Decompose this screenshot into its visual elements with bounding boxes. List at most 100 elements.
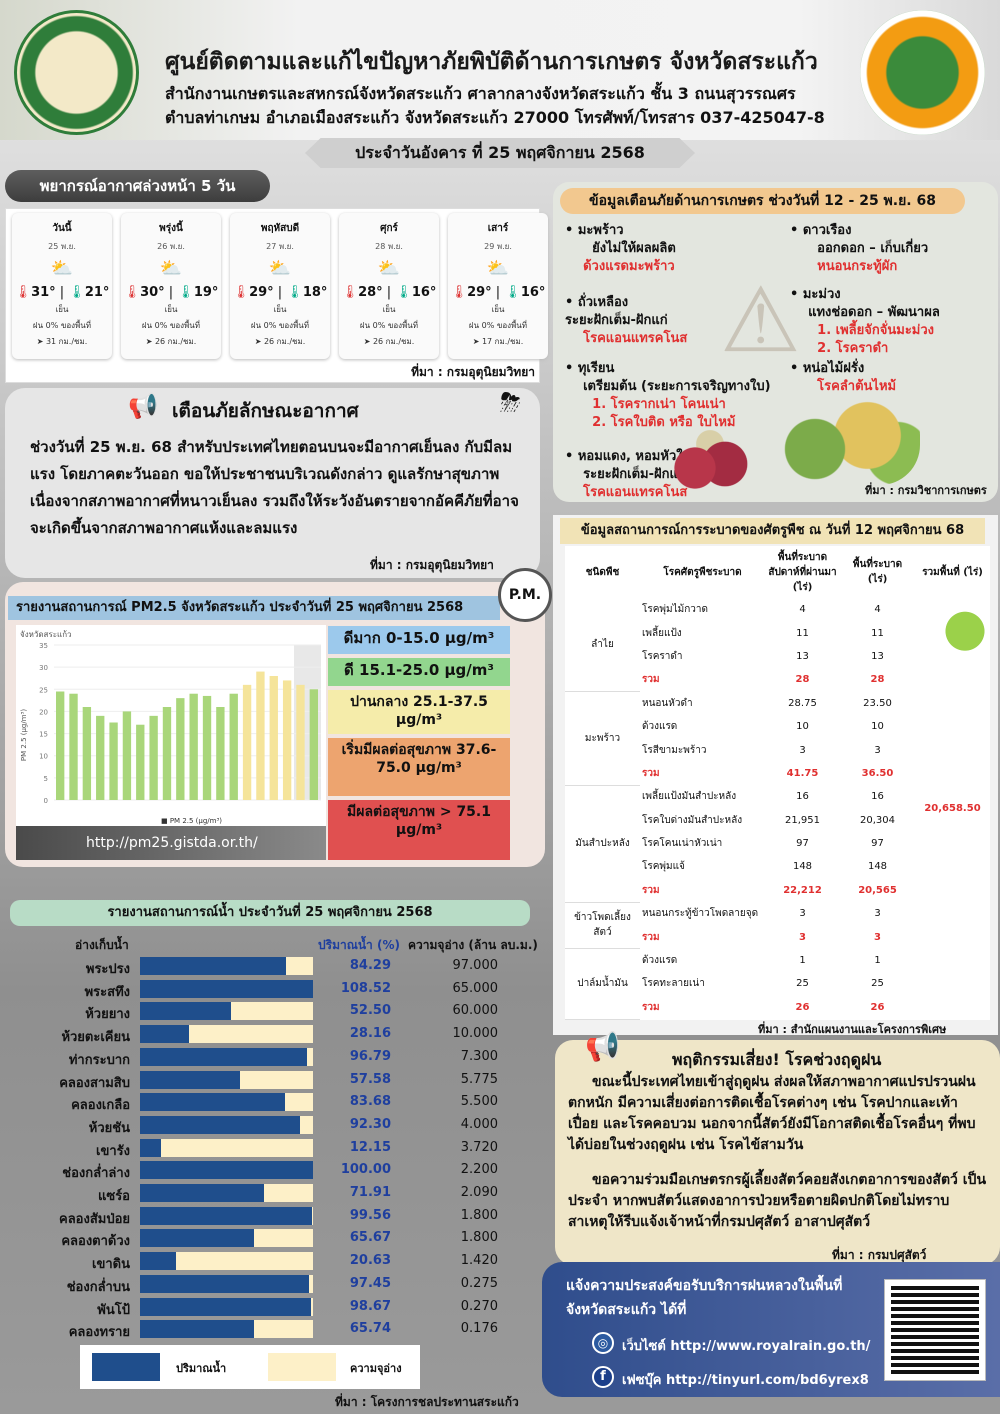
pm25-url[interactable]: http://pm25.gistda.or.th/ bbox=[16, 826, 326, 860]
pm25-bar bbox=[229, 693, 238, 800]
pest-row: โรคราดำ 13 13 bbox=[565, 645, 990, 668]
pest-source: ที่มา : สำนักแผนงานและโครงการพิเศษ bbox=[758, 1023, 947, 1036]
pest-disease: โรคพุ่มไม้กวาด bbox=[642, 604, 709, 616]
reservoir-row: ช่องกล่ำล่าง 100.00 2.200 bbox=[5, 1159, 545, 1181]
pest-h-total: รวมพื้นที่ (ไร่) bbox=[922, 566, 983, 578]
fruit-illustration bbox=[770, 395, 920, 485]
pest-crop: มันสำปะหลัง bbox=[565, 785, 640, 903]
y-tick-label: 25 bbox=[39, 686, 48, 694]
reservoir-pct: 71.91 bbox=[349, 1185, 391, 1200]
pest-disease: โรคพุ่มแจ้ bbox=[642, 861, 685, 873]
onion-illustration bbox=[660, 420, 760, 500]
pm25-bar bbox=[189, 693, 198, 800]
reservoir-fill-bar bbox=[140, 1002, 231, 1021]
temp-low: 19° bbox=[193, 285, 219, 300]
reservoir-capacity-bar bbox=[140, 1320, 313, 1339]
royal-rain-title: แจ้งความประสงค์ขอรับบริการฝนหลวงในพื้นที… bbox=[566, 1278, 843, 1318]
pm25-bar bbox=[242, 684, 252, 800]
pest-crop: ปาล์มน้ำมัน bbox=[565, 948, 640, 1020]
day-rain: ฝน 0% ของพื้นที่ bbox=[32, 321, 92, 330]
wind-speed: 26 กม./ชม. bbox=[263, 337, 306, 346]
alert-durian: • ทุเรียน เตรียมต้น (ระยะการเจริญทางใบ) … bbox=[565, 361, 771, 430]
reservoir-pct: 57.58 bbox=[349, 1071, 391, 1087]
day-wind: ➤ 26 กม./ชม. bbox=[363, 337, 415, 346]
royal-rain-web[interactable]: เว็บไซต์ http://www.royalrain.go.th/ bbox=[622, 1339, 871, 1354]
day-rain: ฝน 0% ของพื้นที่ bbox=[468, 321, 528, 330]
y-axis-label: PM 2.5 (µg/m³) bbox=[20, 709, 28, 761]
reservoir-fill-bar bbox=[140, 1138, 162, 1157]
y-tick-label: 15 bbox=[39, 731, 48, 739]
day-condition: เย็น bbox=[55, 305, 69, 314]
day-wind: ➤ 26 กม./ชม. bbox=[254, 337, 306, 346]
forecast-day: พรุ่งนี้ 26 พ.ย. ⛅ 🌡30° | 🌡19° เย็น ฝน 0… bbox=[121, 213, 221, 359]
pest-row: รวม 22,212 20,565 bbox=[565, 879, 990, 902]
forecast-source: ที่มา : กรมอุตุนิยมวิทยา bbox=[411, 365, 535, 379]
pest-area: 20,565 bbox=[858, 884, 897, 896]
reservoir-row: พระปรง 84.29 97.000 bbox=[5, 955, 545, 977]
legend-fill-swatch bbox=[92, 1353, 160, 1381]
pest-row: มันสำปะหลัง เพลี้ยแป้งมันสำปะหลัง 16 16 bbox=[565, 785, 990, 903]
pest-lastweek: 16 bbox=[796, 791, 809, 803]
day-temps: 🌡29° | 🌡16° bbox=[450, 285, 546, 300]
pest-crop: ข้าวโพดเลี้ยงสัตว์ bbox=[565, 902, 640, 950]
pm25-bar bbox=[282, 680, 292, 800]
weather-warning-panel bbox=[5, 388, 540, 578]
water-col-pct: ปริมาณน้ำ (%) bbox=[318, 938, 400, 952]
reservoir-cap: 2.090 bbox=[460, 1185, 498, 1200]
reservoir-cap: 2.200 bbox=[460, 1162, 498, 1178]
alert-mango: • มะม่วง แทงช่อดอก – พัฒนาผล 1. เพลี้ยจั… bbox=[790, 287, 940, 356]
report-date: ประจำวันอังคาร ที่ 25 พฤศจิกายน 2568 bbox=[305, 138, 695, 168]
reservoir-list: พระปรง 84.29 97.000 พระสทึง 108.52 65.000… bbox=[5, 955, 545, 1345]
reservoir-name: เขาดิน bbox=[92, 1257, 130, 1273]
pm25-bar bbox=[309, 689, 318, 800]
pm25-bar bbox=[296, 684, 305, 800]
reservoir-pct: 108.52 bbox=[340, 980, 391, 996]
alert-marigold: • ดาวเรือง ออกดอก – เก็บเกี่ยว หนอนกระทู… bbox=[790, 223, 929, 274]
pest-row: ปาล์มน้ำมัน ด้วงแรด 1 1 bbox=[565, 948, 990, 1020]
pest-disease: หนอนกระทู้ข้าวโพดลายจุด bbox=[642, 908, 759, 920]
office-address-line1: สำนักงานเกษตรและสหกรณ์จังหวัดสระแก้ว ศาล… bbox=[165, 84, 796, 103]
reservoir-capacity-bar bbox=[140, 1047, 313, 1066]
royal-rain-fb[interactable]: เฟซบุ๊ค http://tinyurl.com/bd6yrex8 bbox=[622, 1373, 869, 1388]
qr-code[interactable] bbox=[884, 1279, 986, 1381]
pest-area: 36.50 bbox=[861, 767, 894, 779]
pest-row: รวม 26 26 bbox=[565, 996, 990, 1019]
temp-high: 29° bbox=[249, 285, 274, 300]
day-name: เสาร์ bbox=[487, 223, 509, 234]
reservoir-cap: 0.275 bbox=[460, 1275, 498, 1291]
reservoir-fill-bar bbox=[140, 1297, 311, 1316]
reservoir-pct: 65.67 bbox=[349, 1230, 391, 1246]
reservoir-capacity-bar bbox=[140, 979, 313, 998]
wind-speed: 31 กม./ชม. bbox=[45, 337, 88, 346]
pest-h-disease: โรคศัตรูพืชระบาด bbox=[663, 566, 742, 578]
reservoir-fill-bar bbox=[140, 1070, 240, 1089]
day-date: 25 พ.ย. bbox=[48, 242, 76, 251]
reservoir-row: คลองทราย 65.74 0.176 bbox=[5, 1318, 545, 1340]
reservoir-pct: 100.00 bbox=[340, 1162, 391, 1178]
reservoir-cap: 97.000 bbox=[452, 958, 499, 973]
pest-row: รวม 41.75 36.50 bbox=[565, 762, 990, 785]
pm25-bar bbox=[256, 671, 265, 800]
temp-low: 16° bbox=[520, 285, 546, 300]
y-tick-label: 30 bbox=[39, 664, 48, 672]
day-date: 29 พ.ย. bbox=[484, 242, 512, 251]
pest-lastweek: 1 bbox=[799, 955, 806, 967]
pm25-bar bbox=[149, 715, 158, 800]
reservoir-name: คลองทราย bbox=[68, 1325, 130, 1341]
reservoir-name: คลองสัมป่อย bbox=[59, 1211, 130, 1227]
megaphone-icon: 📢 bbox=[585, 1030, 620, 1063]
partly-cloudy-icon: ⛅ bbox=[50, 258, 74, 279]
pest-title: ข้อมูลสถานการณ์การระบาดของศัตรูพืช ณ วัน… bbox=[560, 518, 985, 544]
forecast-day: ศุกร์ 28 พ.ย. ⛅ 🌡28° | 🌡16° เย็น ฝน 0% ข… bbox=[339, 213, 439, 359]
reservoir-name: แซร์อ bbox=[98, 1189, 130, 1204]
day-rain: ฝน 0% ของพื้นที่ bbox=[141, 321, 201, 330]
pest-row: รวม 3 3 bbox=[565, 925, 990, 948]
livestock-p1: ขณะนี้ประเทศไทยเข้าสู่ฤดูฝน ส่งผลให้สภาพ… bbox=[568, 1074, 976, 1153]
facebook-icon: f bbox=[592, 1366, 614, 1388]
pest-area: 13 bbox=[871, 650, 884, 662]
wind-speed: 26 กม./ชม. bbox=[154, 337, 197, 346]
globe-icon: ◎ bbox=[592, 1332, 614, 1354]
reservoir-name: ช่องกล่ำล่าง bbox=[62, 1166, 130, 1182]
reservoir-name: ท่ากระบาก bbox=[68, 1052, 130, 1068]
temp-high: 30° bbox=[140, 285, 165, 300]
